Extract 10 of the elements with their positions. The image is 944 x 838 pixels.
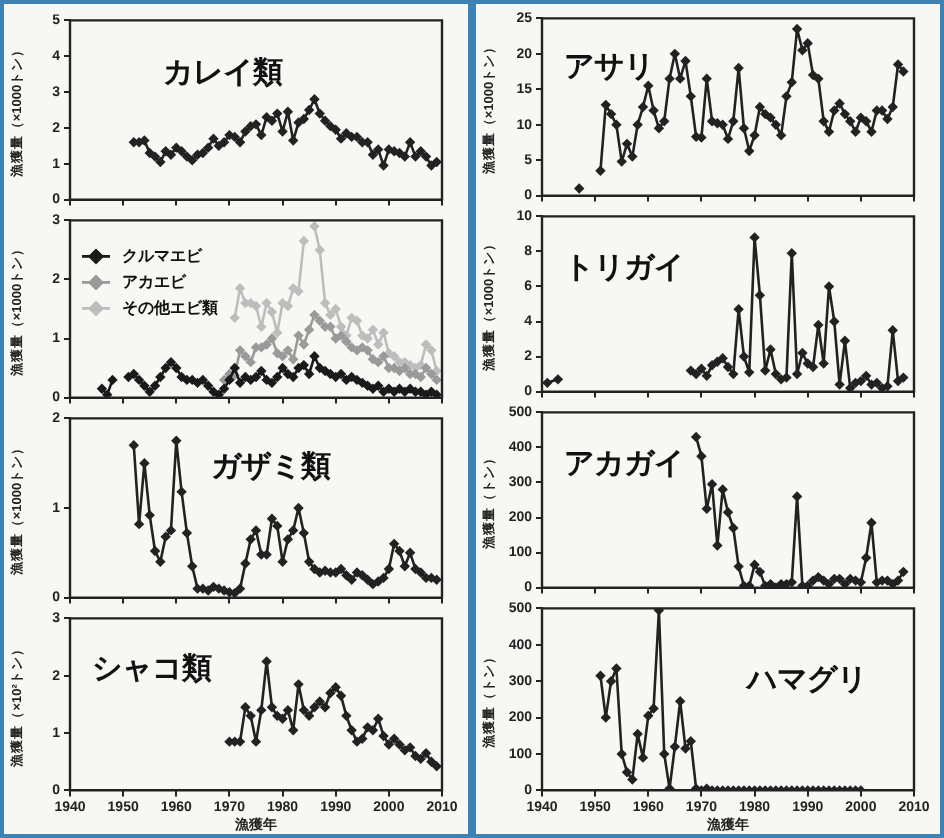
text: アカガイ	[564, 444, 685, 481]
legend-label: その他エビ類	[122, 298, 218, 317]
text: カレイ類	[163, 53, 283, 90]
legend-label: アカエビ	[122, 272, 188, 291]
text: アサリ	[564, 47, 655, 84]
text: ガザミ類	[211, 448, 332, 485]
text: ハマグリ	[744, 660, 867, 697]
legend-label: クルマエビ	[122, 246, 204, 265]
text: シャコ類	[92, 649, 213, 686]
text: トリガイ	[564, 248, 685, 285]
